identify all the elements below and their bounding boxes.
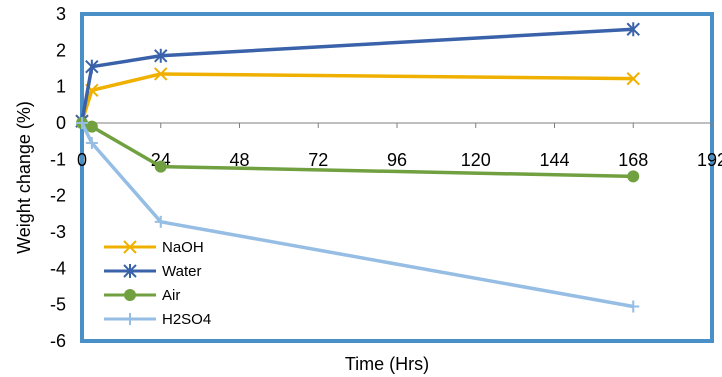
y-tick-label: -5 [50,295,66,315]
legend-label: H2SO4 [162,311,211,328]
y-tick-label: -3 [50,222,66,242]
legend-marker [123,240,137,254]
y-tick-label: 3 [56,4,66,24]
data-point-air [85,120,98,133]
y-tick-label: -6 [50,331,66,351]
y-tick-label: 1 [56,77,66,97]
x-tick-label: 168 [618,150,648,170]
y-tick-label: -2 [50,186,66,206]
legend-marker [124,313,136,325]
y-tick-label: -1 [50,149,66,169]
legend-label: Water [162,263,201,280]
legend: NaOH Water Air H2SO4 [104,239,211,328]
y-tick-label: 2 [56,40,66,60]
x-tick-label: 192 [697,150,722,170]
data-point-water [626,22,640,37]
data-point-water [154,48,168,63]
y-axis-title: Weight change (%) [14,101,34,254]
series-line-h2so4 [80,122,634,309]
legend-item: H2SO4 [104,311,211,328]
data-point-naoh [154,67,168,81]
x-tick-label: 144 [539,150,569,170]
x-axis-title: Time (Hrs) [345,354,429,374]
data-point-h2so4 [76,117,88,129]
y-axis-ticks: 3 2 1 0 -1 -2 -3 -4 -5 -6 [50,4,66,351]
data-point-h2so4 [85,136,98,149]
x-tick-label: 120 [461,150,491,170]
legend-marker [123,264,137,278]
data-point-water [85,59,99,74]
x-tick-label: 0 [77,150,87,170]
y-tick-label: 0 [56,113,66,133]
x-tick-label: 48 [229,150,249,170]
legend-label: Air [162,287,180,304]
x-tick-label: 96 [387,150,407,170]
legend-label: NaOH [162,239,204,256]
legend-marker [124,289,136,301]
series-layer [75,22,640,313]
y-tick-label: -4 [50,258,66,278]
data-point-h2so4 [154,215,167,228]
data-point-h2so4 [627,300,640,313]
legend-item: NaOH [104,239,204,256]
plot-area-border [80,12,714,343]
legend-item: Air [104,287,180,304]
legend-item: Water [104,263,201,280]
data-point-air [627,170,640,183]
data-point-naoh [626,71,640,86]
x-tick-label: 72 [308,150,328,170]
series-line-naoh [80,72,634,122]
data-point-air [154,160,167,173]
x-axis-ticks: 024487296120144168192 [77,123,722,170]
series-line-water [80,27,634,122]
